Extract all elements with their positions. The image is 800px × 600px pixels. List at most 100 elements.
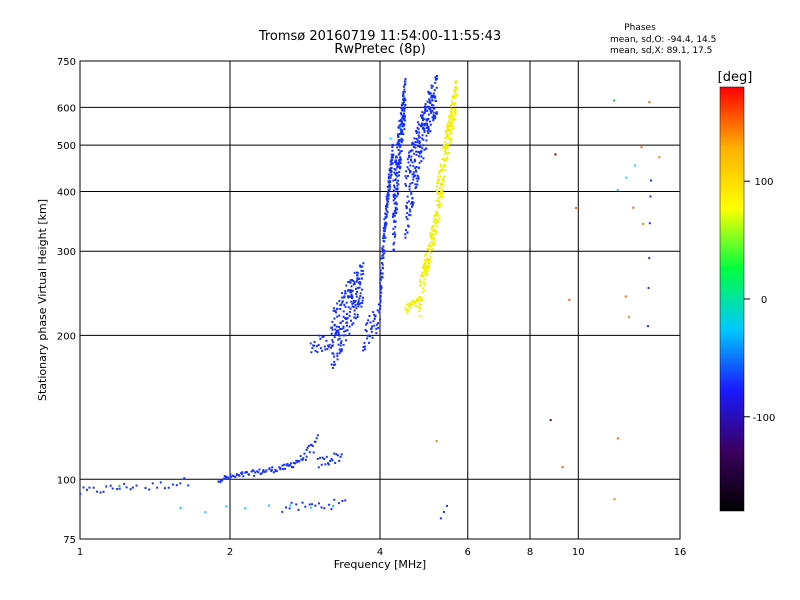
data-point [379, 288, 382, 291]
data-point [402, 123, 405, 126]
data-point [410, 159, 413, 162]
data-point [395, 195, 398, 198]
data-point [411, 201, 414, 204]
data-point [431, 233, 434, 236]
data-point [392, 227, 395, 230]
data-point [356, 279, 359, 282]
data-point [453, 95, 456, 98]
data-point [400, 150, 403, 153]
data-point [312, 344, 315, 347]
data-point [613, 99, 616, 102]
data-point [399, 165, 402, 168]
data-point [443, 153, 446, 156]
data-point [295, 459, 298, 462]
data-point [334, 328, 337, 331]
data-point [310, 444, 313, 447]
data-point [290, 501, 293, 504]
data-point [281, 510, 284, 513]
data-point [409, 158, 412, 161]
data-point [393, 214, 396, 217]
chart-title-line1: Tromsø 20160719 11:54:00-11:55:43 [258, 29, 501, 44]
data-point [338, 334, 341, 337]
data-point [332, 352, 335, 355]
data-point [449, 128, 452, 131]
data-point [401, 131, 404, 134]
data-point [406, 174, 409, 177]
data-point [268, 467, 271, 470]
data-point [449, 125, 452, 128]
data-point [449, 141, 452, 144]
data-point [333, 355, 336, 358]
data-point [167, 486, 170, 489]
data-point [326, 462, 329, 465]
data-point [428, 98, 431, 101]
data-point [290, 465, 293, 468]
data-point [301, 501, 304, 504]
data-point [417, 145, 420, 148]
data-point [360, 305, 363, 308]
data-point [397, 162, 400, 165]
data-point [345, 284, 348, 287]
data-point [446, 133, 449, 136]
data-point [313, 344, 316, 347]
data-point [428, 262, 431, 265]
data-point [385, 215, 388, 218]
data-point [393, 219, 396, 222]
data-point [427, 90, 430, 93]
data-point [426, 259, 429, 262]
data-point [442, 510, 445, 513]
data-point [396, 171, 399, 174]
data-point [408, 213, 411, 216]
data-point [338, 314, 341, 317]
data-point [419, 303, 422, 306]
data-point [402, 85, 405, 88]
data-point [270, 468, 273, 471]
stats-heading: Phases [624, 23, 656, 33]
data-point [297, 508, 300, 511]
data-point [330, 326, 333, 329]
data-point [314, 349, 317, 352]
y-tick-label: 300 [57, 247, 76, 258]
data-point [354, 287, 357, 290]
data-point [413, 158, 416, 161]
data-point [330, 363, 333, 366]
data-point [427, 117, 430, 120]
data-point [426, 109, 429, 112]
data-point [347, 280, 350, 283]
data-point [357, 301, 360, 304]
data-point [421, 147, 424, 150]
data-point [642, 223, 645, 226]
data-point [388, 188, 391, 191]
data-point [372, 311, 375, 314]
data-point [381, 247, 384, 250]
data-point [430, 251, 433, 254]
data-point [408, 306, 411, 309]
data-point [99, 491, 102, 494]
data-point [281, 464, 284, 467]
data-point [398, 124, 401, 127]
data-point [422, 126, 425, 129]
data-point [337, 331, 340, 334]
data-point [292, 466, 295, 469]
data-point [391, 144, 394, 147]
data-point [418, 161, 421, 164]
data-point [257, 471, 260, 474]
data-point [386, 210, 389, 213]
data-point [400, 137, 403, 140]
data-point [425, 269, 428, 272]
data-point [426, 257, 429, 260]
data-point [394, 173, 397, 176]
data-point [427, 113, 430, 116]
data-point [396, 184, 399, 187]
data-point [397, 134, 400, 137]
data-point [388, 189, 391, 192]
data-point [321, 349, 324, 352]
data-point [430, 84, 433, 87]
data-point [442, 145, 445, 148]
data-point [383, 249, 386, 252]
data-point [328, 343, 331, 346]
data-point [407, 161, 410, 164]
data-point [440, 195, 443, 198]
data-point [408, 185, 411, 188]
data-point [407, 225, 410, 228]
